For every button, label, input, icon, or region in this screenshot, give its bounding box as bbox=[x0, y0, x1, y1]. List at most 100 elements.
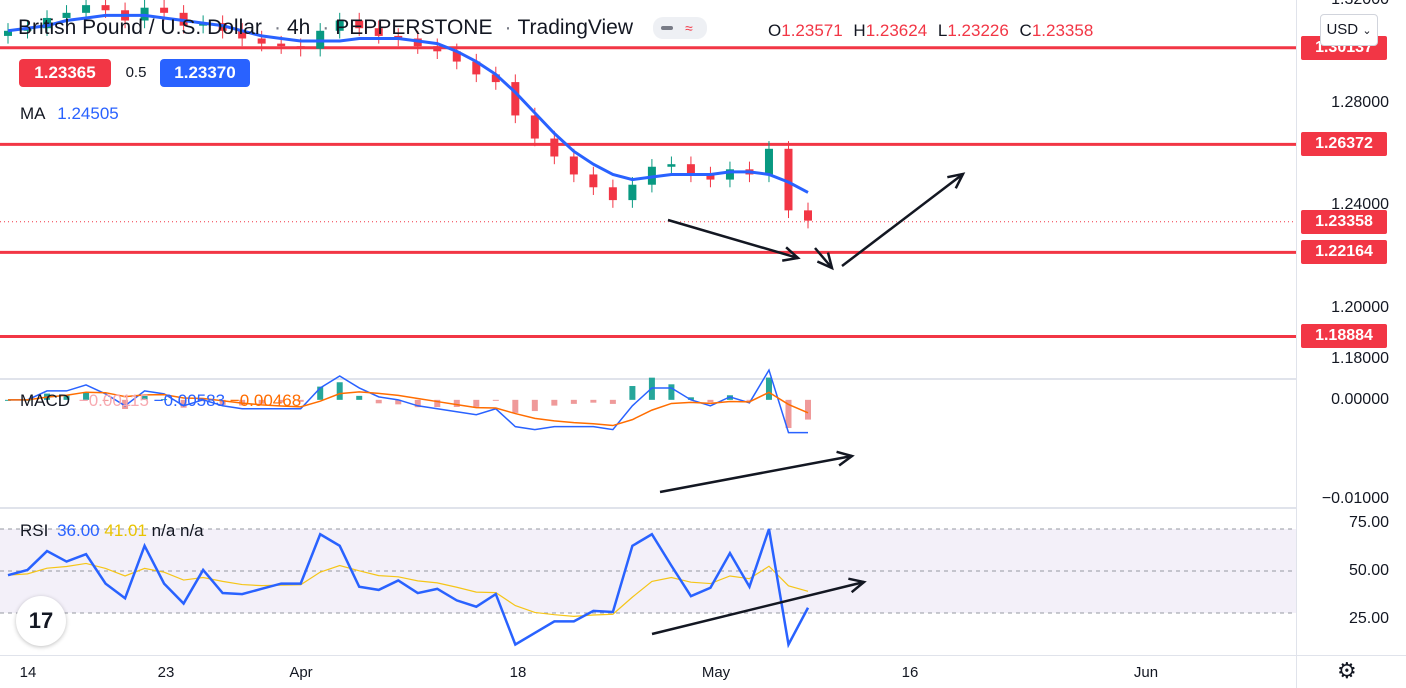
rsi-extra: n/a n/a bbox=[151, 521, 204, 540]
macd-histogram-bar bbox=[609, 399, 616, 404]
candle-body bbox=[472, 61, 481, 75]
time-axis[interactable]: 14 23 Apr 18 May 16 Jun bbox=[0, 655, 1296, 688]
price-tick-label: 1.32000 bbox=[1331, 0, 1389, 9]
price-level-badge[interactable]: 1.22164 bbox=[1301, 240, 1387, 265]
drawn-arrow-head bbox=[836, 450, 855, 467]
macd-histogram-bar bbox=[63, 395, 70, 400]
macd-histogram-bar bbox=[414, 399, 421, 408]
candle-body bbox=[238, 30, 247, 39]
macd-tick-label: −0.01000 bbox=[1321, 490, 1389, 508]
macd-histogram-bar bbox=[492, 399, 499, 401]
macd-histogram-bar bbox=[805, 399, 811, 420]
open-value: 1.23571 bbox=[781, 21, 843, 40]
sell-button[interactable]: 1.23365 bbox=[19, 59, 111, 87]
candle-body bbox=[433, 46, 442, 52]
candle-body bbox=[804, 210, 812, 221]
macd-histogram-bar bbox=[531, 399, 538, 412]
candle-body bbox=[82, 5, 91, 13]
price-tick-label: 1.18000 bbox=[1331, 350, 1389, 368]
spread-value: 0.5 bbox=[116, 59, 156, 87]
candle-body bbox=[374, 28, 383, 36]
candle-body bbox=[335, 20, 344, 31]
price-tick-label: 1.24000 bbox=[1331, 196, 1389, 214]
rsi-label: RSI bbox=[20, 521, 49, 540]
candle-body bbox=[706, 174, 715, 180]
platform-label: TradingView bbox=[517, 16, 634, 39]
ma-legend[interactable]: MA 1.24505 bbox=[20, 104, 119, 124]
macd-histogram-bar bbox=[161, 399, 168, 401]
rsi-tick-label: 25.00 bbox=[1348, 610, 1389, 628]
time-tick-label: 23 bbox=[157, 664, 175, 681]
ma-value: 1.24505 bbox=[57, 104, 119, 123]
time-tick-label: 16 bbox=[901, 664, 919, 681]
ohlc-readout: O1.23571 H1.23624 L1.23226 C1.23358 bbox=[768, 21, 1094, 40]
macd-legend[interactable]: MACD −0.00115 −0.00583 −0.00468 bbox=[20, 391, 301, 411]
indicator-toggle[interactable]: ≈ bbox=[653, 17, 707, 39]
macd-tick-label: 0.00000 bbox=[1331, 390, 1389, 408]
macd-histogram-bar bbox=[785, 399, 792, 429]
candle-body bbox=[764, 148, 773, 175]
macd-histogram-bar bbox=[629, 386, 636, 400]
macd-hist-value: −0.00115 bbox=[78, 391, 149, 410]
price-chart[interactable] bbox=[0, 0, 1296, 655]
currency-button[interactable]: USD ⌄ bbox=[1320, 14, 1378, 46]
ma-line bbox=[7, 13, 809, 194]
close-value: 1.23358 bbox=[1031, 21, 1094, 40]
candle-body bbox=[686, 164, 695, 175]
candle-body bbox=[160, 7, 169, 13]
candle-body bbox=[511, 82, 520, 116]
macd-histogram-bar bbox=[83, 392, 90, 400]
candle-body bbox=[452, 51, 461, 62]
price-level-badge[interactable]: 1.18884 bbox=[1301, 324, 1387, 349]
candle-body bbox=[725, 169, 734, 180]
drawn-arrow-head bbox=[816, 252, 834, 271]
time-tick-label: 18 bbox=[509, 664, 527, 681]
macd-histogram-bar bbox=[219, 399, 226, 405]
macd-histogram-bar bbox=[570, 399, 577, 404]
price-level-badge[interactable]: 1.26372 bbox=[1301, 132, 1387, 157]
macd-histogram-bar bbox=[317, 386, 324, 400]
macd-histogram-bar bbox=[746, 399, 753, 401]
low-value: 1.23226 bbox=[947, 21, 1009, 40]
drawn-arrow-head bbox=[782, 246, 801, 262]
candle-body bbox=[101, 5, 110, 11]
macd-value: −0.00583 bbox=[153, 391, 226, 410]
price-axis[interactable]: 1.320001.280001.240001.200001.180001.301… bbox=[1296, 0, 1406, 655]
candle-body bbox=[62, 12, 71, 18]
symbol-name[interactable]: British Pound / U.S. Dollar bbox=[18, 16, 262, 39]
candle-body bbox=[784, 148, 793, 211]
candle-body bbox=[589, 174, 598, 188]
settings-corner[interactable]: ⚙ bbox=[1296, 655, 1406, 688]
macd-histogram-bar bbox=[668, 384, 675, 400]
macd-histogram-bar bbox=[453, 399, 460, 407]
candle-body bbox=[550, 138, 559, 157]
macd-histogram-bar bbox=[102, 399, 109, 402]
candle-body bbox=[296, 46, 305, 49]
macd-histogram-bar bbox=[434, 399, 441, 408]
tradingview-logo[interactable]: 17 bbox=[16, 596, 66, 646]
ma-label: MA bbox=[20, 104, 45, 123]
macd-signal-line bbox=[8, 391, 809, 427]
interval-label[interactable]: 4h bbox=[286, 16, 311, 39]
wave-icon: ≈ bbox=[685, 20, 693, 36]
candle-body bbox=[491, 74, 500, 83]
rsi-ma-value: 41.01 bbox=[104, 521, 147, 540]
drawn-arrow bbox=[651, 580, 865, 636]
macd-histogram-bar bbox=[356, 395, 363, 400]
candle-body bbox=[667, 164, 676, 167]
candle-body bbox=[608, 187, 617, 201]
candle-body bbox=[4, 30, 12, 36]
minus-icon bbox=[661, 26, 674, 30]
macd-histogram-bar bbox=[395, 399, 402, 405]
gear-icon[interactable]: ⚙ bbox=[1337, 658, 1357, 683]
buy-button[interactable]: 1.23370 bbox=[160, 59, 250, 87]
macd-histogram-bar bbox=[122, 399, 129, 410]
currency-label: USD bbox=[1326, 21, 1359, 38]
rsi-legend[interactable]: RSI 36.00 41.01 n/a n/a bbox=[20, 521, 204, 541]
candle-body bbox=[43, 17, 52, 29]
price-level-badge[interactable]: 1.23358 bbox=[1301, 209, 1387, 234]
logo-text: 17 bbox=[28, 608, 54, 633]
macd-histogram-bar bbox=[180, 399, 187, 408]
candle-body bbox=[277, 43, 286, 47]
chart-area[interactable] bbox=[0, 0, 1296, 655]
